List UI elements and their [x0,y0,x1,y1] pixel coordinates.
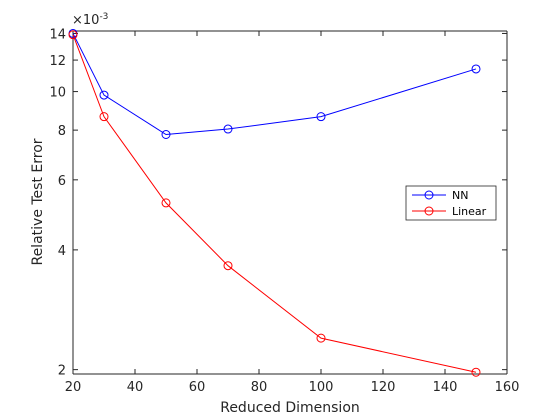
ticks: 20 40 60 80 100 120 140 160 2 4 6 8 10 12 14 [49,27,519,395]
data-point-linear [223,261,233,271]
series-nn [68,28,481,140]
legend-box [405,185,497,221]
x-tick-label: 40 [127,380,144,395]
y-exponent-base: ×10 [72,13,99,28]
x-tick-label: 140 [433,380,458,395]
y-tick-label: 14 [49,27,66,42]
data-point-nn [223,124,233,134]
series-line-linear [72,34,477,373]
legend: NN Linear [405,185,497,221]
data-point-linear [471,367,481,377]
y-tick-label: 6 [58,174,66,189]
legend-nn-marker [424,190,434,200]
x-tick-label: 160 [495,380,520,395]
data-point-linear [316,333,326,343]
y-exponent-label: ×10-3 [72,12,108,28]
x-axis-title: Reduced Dimension [220,400,360,416]
data-point-nn [161,130,171,140]
x-tick-label: 20 [65,380,82,395]
y-tick-label: 4 [58,244,66,259]
axes [72,30,508,375]
x-tick-label: 60 [189,380,206,395]
y-axis-title: Relative Test Error [30,138,46,265]
data-point-linear [68,30,78,40]
data-point-linear [161,198,171,208]
series-line-nn [72,33,477,136]
legend-linear-marker [424,206,434,216]
x-tick-label: 120 [371,380,396,395]
data-point-nn [99,90,109,100]
y-tick-label: 8 [58,124,66,139]
y-tick-label: 10 [49,86,66,101]
data-point-nn [316,112,326,122]
series-linear [68,30,481,377]
y-exponent-power: -3 [99,12,108,22]
y-tick-label: 12 [49,54,66,69]
x-tick-label: 100 [309,380,334,395]
x-tick-label: 80 [251,380,268,395]
legend-linear-label: Linear [452,205,487,218]
data-point-linear [99,112,109,122]
data-point-nn [471,64,481,74]
y-tick-label: 2 [58,364,66,379]
series [68,28,481,377]
legend-nn-label: NN [452,189,468,202]
